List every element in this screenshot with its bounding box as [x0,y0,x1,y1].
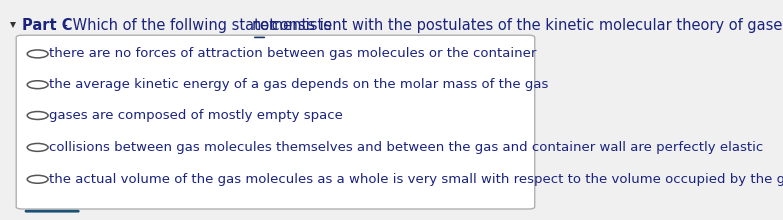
Text: the average kinetic energy of a gas depends on the molar mass of the gas: the average kinetic energy of a gas depe… [49,78,549,91]
Circle shape [27,50,48,58]
Text: - Which of the follwing statements is: - Which of the follwing statements is [58,18,336,33]
Text: not: not [252,18,276,33]
Text: there are no forces of attraction between gas molecules or the container: there are no forces of attraction betwee… [49,47,536,60]
Circle shape [27,81,48,89]
Text: collisions between gas molecules themselves and between the gas and container wa: collisions between gas molecules themsel… [49,141,763,154]
Circle shape [27,112,48,119]
Text: gases are composed of mostly empty space: gases are composed of mostly empty space [49,109,343,122]
Text: consistent with the postulates of the kinetic molecular theory of gases?: consistent with the postulates of the ki… [267,18,783,33]
Circle shape [27,143,48,151]
Text: the actual volume of the gas molecules as a whole is very small with respect to : the actual volume of the gas molecules a… [49,173,783,186]
Circle shape [27,175,48,183]
FancyBboxPatch shape [16,35,535,209]
Text: Part C: Part C [22,18,73,33]
